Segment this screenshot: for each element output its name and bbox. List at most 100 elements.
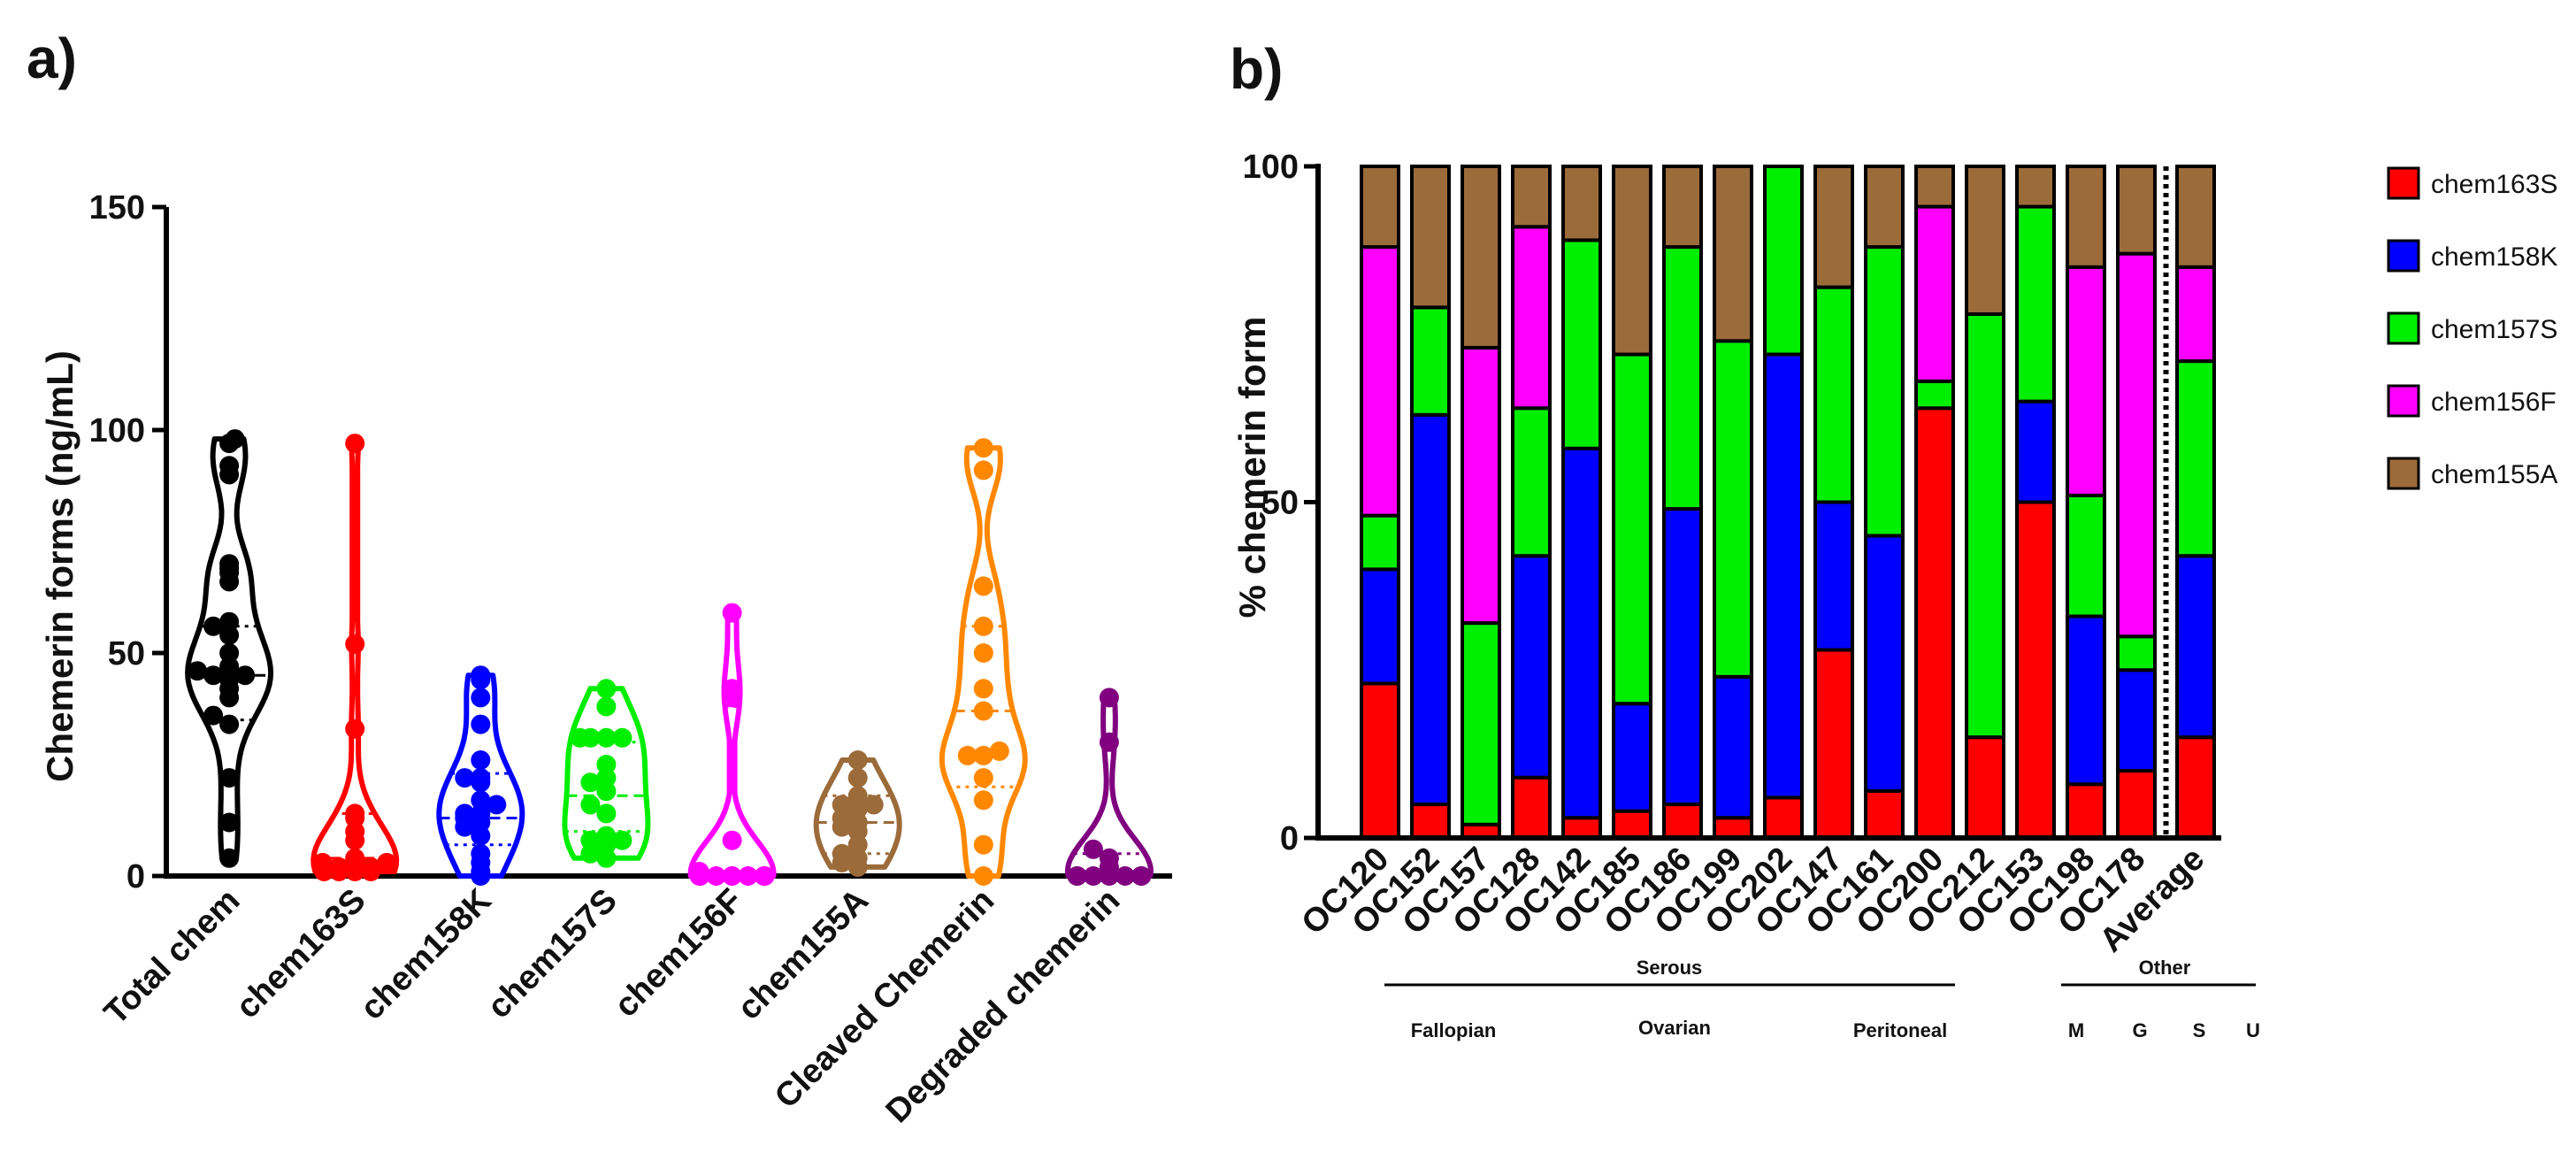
violin-data-point <box>580 843 601 864</box>
bar-segment-chem163s <box>1914 406 1955 840</box>
bar-segment-chem156f <box>2066 265 2106 497</box>
violin-data-point <box>219 812 240 833</box>
violin-data-point <box>471 714 491 734</box>
violin-data-point <box>1099 688 1119 708</box>
violin-data-point <box>1099 732 1119 752</box>
bar-oc120 <box>1360 165 1400 840</box>
subgroup-m: M <box>2068 1019 2084 1041</box>
bar-segment-chem155a <box>1511 165 1552 229</box>
violin-degraded-chemerin <box>1064 688 1154 886</box>
violin-chem163s <box>310 434 400 881</box>
violin-x-label-degraded-chemerin: Degraded chemerin <box>879 882 1128 1131</box>
bar-bars <box>1360 165 2216 841</box>
bar-segment-chem157s <box>1360 513 1400 572</box>
bar-segment-chem158k <box>1662 507 1703 807</box>
bar-segment-chem163s <box>1662 803 1703 840</box>
bar-segment-chem158k <box>1763 352 1804 800</box>
bar-segment-chem158k <box>1864 534 1905 793</box>
violin-data-point <box>203 616 224 636</box>
legend-item-chem156f: chem156F <box>2387 384 2557 418</box>
subgroup-s: S <box>2193 1019 2206 1041</box>
bar-segment-chem157s <box>1763 165 1804 357</box>
bar-segment-chem156f <box>2116 251 2157 639</box>
bar-segment-chem155a <box>2015 165 2056 209</box>
violin-data-point <box>847 750 868 770</box>
bar-oc202 <box>1763 165 1804 841</box>
bar-oc161 <box>1864 165 1905 840</box>
bar-segment-chem158k <box>1713 674 1753 820</box>
other-group-label: Other <box>2139 957 2191 979</box>
violin-data-point <box>1131 866 1152 886</box>
bar-segment-chem157s <box>1662 245 1703 511</box>
bar-oc142 <box>1561 165 1602 840</box>
violin-data-point <box>580 772 601 793</box>
violin-data-point <box>596 803 617 824</box>
violin-data-point <box>219 456 240 476</box>
subgroup-peritoneal: Peritoneal <box>1853 1019 1947 1041</box>
violin-data-point <box>755 866 775 886</box>
violin-x-label-chem163s: chem163S <box>229 882 373 1026</box>
bar-segment-chem158k <box>2015 399 2056 504</box>
violin-data-point <box>345 634 365 654</box>
violin-data-point <box>471 750 491 770</box>
bar-segment-chem157s <box>2015 204 2056 403</box>
violin-data-point <box>455 768 475 788</box>
violin-data-point <box>570 727 590 748</box>
violin-data-point <box>973 701 993 721</box>
bar-segment-chem157s <box>1612 352 1652 706</box>
bar-segment-chem157s <box>1561 238 1602 450</box>
legend-item-chem158k: chem158K <box>2387 239 2557 273</box>
violin-data-point <box>471 790 491 811</box>
violin-data-point <box>487 795 507 815</box>
panel-a-label: a) <box>27 27 77 90</box>
legend-item-chem163s: chem163S <box>2387 166 2557 200</box>
bar-oc178 <box>2116 165 2157 840</box>
violin-data-point <box>722 866 742 886</box>
violin-data-point <box>973 616 993 636</box>
subgroup-fallopian: Fallopian <box>1411 1019 1497 1041</box>
violin-data-point <box>722 830 742 850</box>
violin-data-point <box>973 643 993 663</box>
violin-data-point <box>345 848 365 868</box>
bar-segment-chem157s <box>1914 379 1955 411</box>
violin-data-point <box>345 434 365 454</box>
bar-segment-chem158k <box>2116 668 2157 773</box>
bar-segment-chem158k <box>1410 412 1451 807</box>
bar-legend: chem163S chem158K chem157S chem156F chem155A <box>2387 166 2557 490</box>
bar-oc199 <box>1713 165 1753 840</box>
bar-y-tick-label: 0 <box>1280 820 1299 857</box>
violin-data-point <box>219 714 240 734</box>
violin-data-point <box>738 866 758 886</box>
bar-segment-chem163s <box>1410 803 1451 840</box>
subgroup-u: U <box>2246 1019 2260 1041</box>
legend-swatch <box>2387 311 2420 345</box>
bar-segment-chem157s <box>2066 493 2106 619</box>
violin-data-point <box>219 611 240 632</box>
violin-data-point <box>471 826 491 846</box>
violin-data-point <box>832 795 852 815</box>
bar-oc200 <box>1914 165 1955 840</box>
panel-b-label: b) <box>1230 37 1283 101</box>
violin-data-point <box>203 705 224 726</box>
bar-segment-chem163s <box>1360 681 1400 840</box>
bar-segment-chem163s <box>1612 809 1652 841</box>
violin-y-axis-title: Chemerin forms (ng/mL) <box>39 350 80 782</box>
bar-segment-chem157s <box>1813 285 1854 504</box>
bar-segment-chem155a <box>1410 165 1451 310</box>
bar-segment-chem158k <box>2175 554 2216 740</box>
violin-data-point <box>580 830 601 850</box>
bar-segment-chem156f <box>1511 225 1552 411</box>
bar-axes <box>1315 164 2221 841</box>
violin-data-point <box>345 821 365 841</box>
bar-oc198 <box>2066 165 2106 841</box>
bar-oc185 <box>1612 165 1652 841</box>
bar-segment-chem163s <box>1864 788 1905 840</box>
violin-x-label-total-chem: Total chem <box>97 882 248 1033</box>
violin-data-point <box>580 795 601 815</box>
bar-oc128 <box>1511 165 1552 840</box>
violin-chem155a <box>813 750 902 877</box>
legend-swatch <box>2387 384 2420 418</box>
bar-segment-chem163s <box>2015 500 2056 840</box>
bar-segment-chem156f <box>1360 245 1400 518</box>
